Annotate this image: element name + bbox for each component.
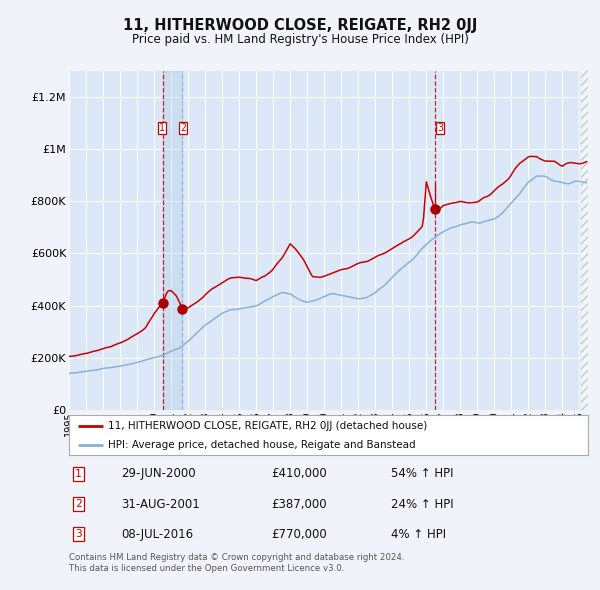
Bar [581, 71, 588, 410]
Text: 3: 3 [75, 529, 82, 539]
Text: 54% ↑ HPI: 54% ↑ HPI [391, 467, 453, 480]
Text: 1: 1 [75, 469, 82, 479]
Text: 3: 3 [437, 123, 443, 133]
Text: 2: 2 [75, 499, 82, 509]
Text: HPI: Average price, detached house, Reigate and Banstead: HPI: Average price, detached house, Reig… [108, 440, 416, 450]
Bar [163, 71, 182, 410]
Text: 08-JUL-2016: 08-JUL-2016 [121, 528, 193, 541]
Text: 31-AUG-2001: 31-AUG-2001 [121, 497, 200, 511]
Text: 24% ↑ HPI: 24% ↑ HPI [391, 497, 454, 511]
Text: £387,000: £387,000 [271, 497, 327, 511]
Text: 29-JUN-2000: 29-JUN-2000 [121, 467, 196, 480]
Text: Contains HM Land Registry data © Crown copyright and database right 2024.
This d: Contains HM Land Registry data © Crown c… [69, 553, 404, 573]
Text: Price paid vs. HM Land Registry's House Price Index (HPI): Price paid vs. HM Land Registry's House … [131, 33, 469, 46]
Text: 1: 1 [159, 123, 164, 133]
Text: 11, HITHERWOOD CLOSE, REIGATE, RH2 0JJ: 11, HITHERWOOD CLOSE, REIGATE, RH2 0JJ [123, 18, 477, 32]
Text: £410,000: £410,000 [271, 467, 327, 480]
Text: 2: 2 [181, 123, 186, 133]
Text: 11, HITHERWOOD CLOSE, REIGATE, RH2 0JJ (detached house): 11, HITHERWOOD CLOSE, REIGATE, RH2 0JJ (… [108, 421, 427, 431]
Text: 4% ↑ HPI: 4% ↑ HPI [391, 528, 446, 541]
Text: £770,000: £770,000 [271, 528, 327, 541]
